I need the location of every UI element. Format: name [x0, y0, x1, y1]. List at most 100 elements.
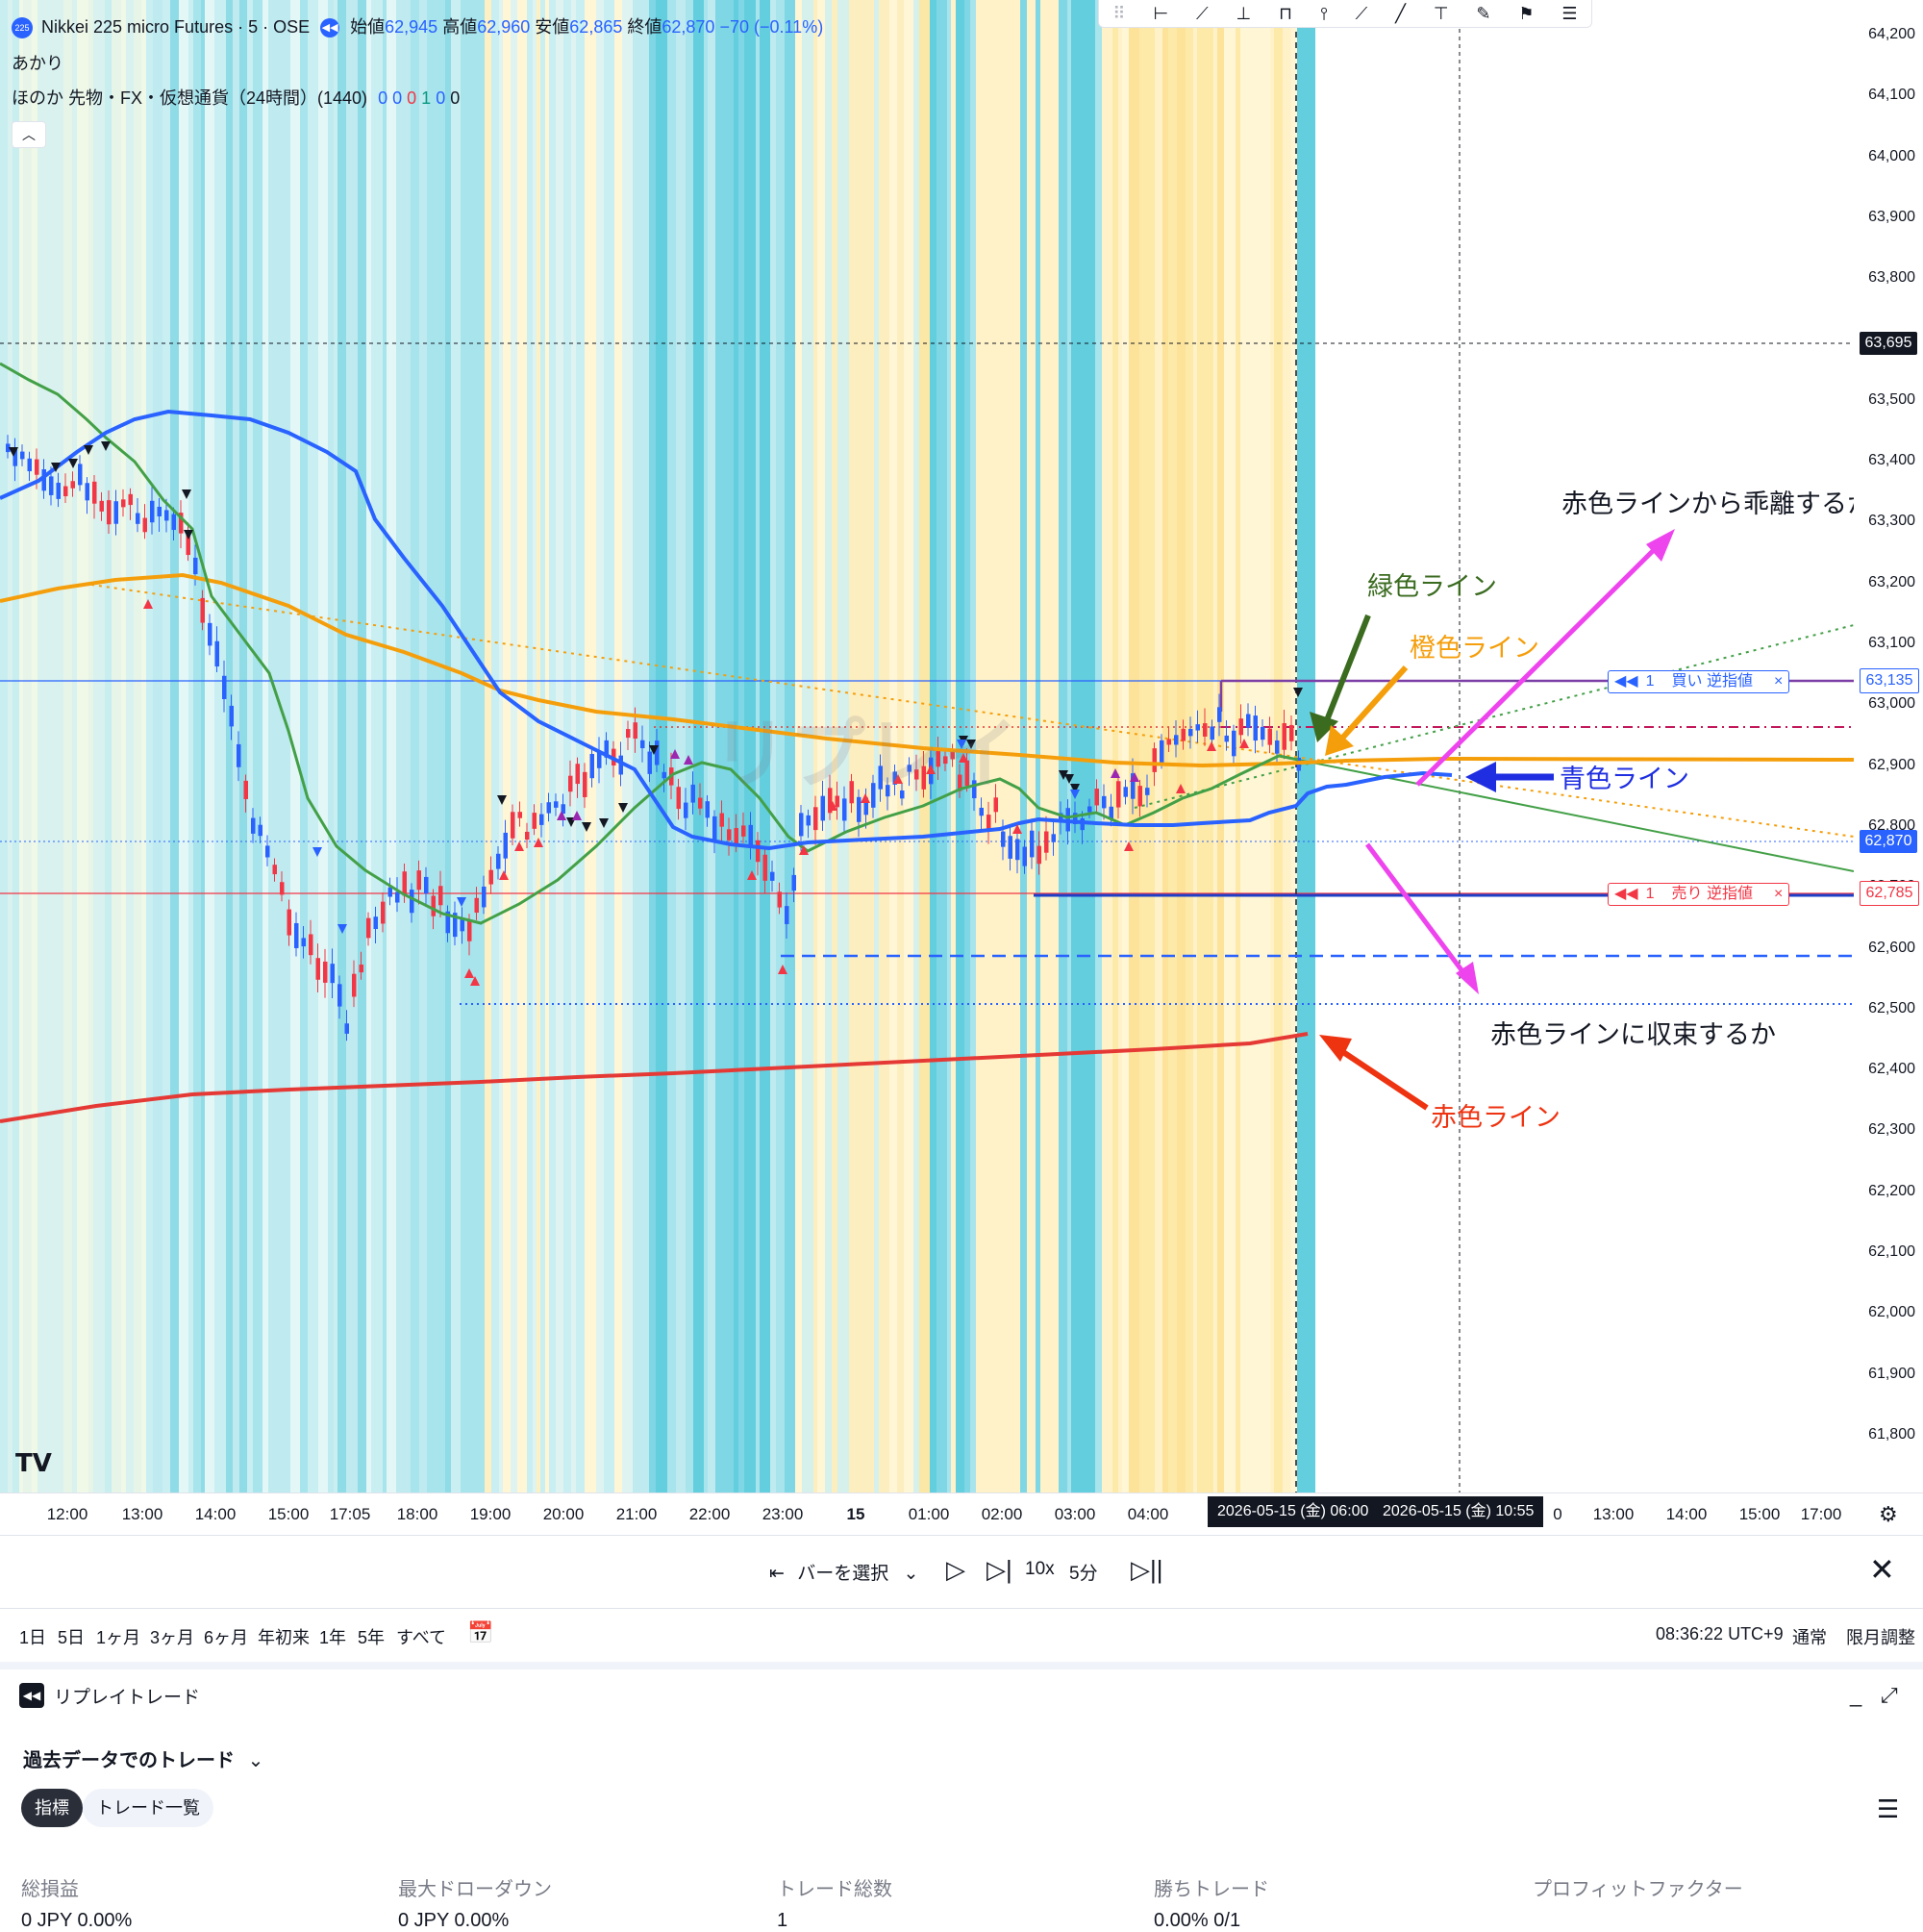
panel-tab[interactable]: ◀◀ リプレイトレード [8, 1673, 212, 1718]
heat-band [1009, 0, 1020, 1493]
indicator-akari[interactable]: あかり [12, 54, 63, 73]
candle-body [63, 486, 68, 497]
heat-band [837, 0, 841, 1493]
heat-band [88, 0, 93, 1493]
interval-button[interactable]: 5分 [1069, 1564, 1098, 1584]
menu-tool-icon[interactable]: ☰ [1561, 3, 1578, 23]
time-tick: 21:00 [615, 1505, 658, 1523]
step-forward-button[interactable]: ▷| [986, 1555, 1012, 1584]
heat-band [499, 0, 503, 1493]
columns-menu-icon[interactable]: ☰ [1877, 1794, 1900, 1823]
range-1y[interactable]: 1年 [319, 1628, 347, 1647]
range-ytd[interactable]: 年初来 [258, 1628, 310, 1647]
candle-body [337, 984, 342, 1007]
range-all[interactable]: すべて [396, 1628, 447, 1647]
buy-signal-marker [514, 841, 524, 851]
range-5y[interactable]: 5年 [358, 1628, 386, 1647]
tab-metrics[interactable]: 指標 [21, 1789, 83, 1827]
buy-signal-marker [926, 765, 936, 774]
collapse-legend-button[interactable]: ︿ [12, 121, 46, 148]
session-button[interactable]: 通常 [1792, 1628, 1827, 1647]
rewind-icon: ◀◀ [1614, 886, 1638, 902]
bracket-tool-icon[interactable]: ⊓ [1279, 3, 1293, 23]
stat-max-drawdown-value: 0 JPY 0.00% [398, 1910, 510, 1931]
candle-body [1160, 740, 1164, 764]
heat-band [970, 0, 976, 1493]
sell-stop-order[interactable]: ◀◀ 1 売り 逆指値 × [1608, 883, 1790, 906]
play-button[interactable]: ▷ [946, 1555, 965, 1584]
cancel-sell-order-button[interactable]: × [1773, 886, 1784, 902]
replay-rewind-icon[interactable]: ◀◀ [320, 18, 340, 38]
drag-handle-icon[interactable]: ⠿ [1112, 3, 1126, 23]
date-range-icon[interactable]: 📅 [467, 1620, 494, 1644]
sell-signal-marker [1070, 790, 1080, 799]
speed-button[interactable]: 10x [1025, 1559, 1055, 1579]
buy-signal-marker [893, 774, 903, 784]
axis-settings-icon[interactable]: ⚙ [1879, 1502, 1898, 1526]
heat-band [571, 0, 576, 1493]
buy-signal-marker [684, 755, 693, 765]
stat-winning-trades-value: 0.00% 0/1 [1154, 1910, 1241, 1931]
orange-arrow [1336, 665, 1409, 745]
range-5d[interactable]: 5日 [58, 1628, 86, 1647]
candle-body [835, 795, 839, 808]
buy-stop-order[interactable]: ◀◀ 1 買い 逆指値 × [1608, 670, 1790, 693]
heat-band [72, 0, 77, 1493]
maximize-panel-icon[interactable]: ⤢ [1881, 1683, 1898, 1707]
heat-band [371, 0, 383, 1493]
sell-signal-marker [966, 740, 976, 749]
heat-band [419, 0, 427, 1493]
anchor-tool-icon[interactable]: ⊥ [1236, 3, 1252, 23]
price-tick: 63,400 [1868, 452, 1915, 469]
line-tool-icon[interactable]: ╱ [1395, 3, 1406, 23]
candle-body [27, 458, 32, 472]
cancel-buy-order-button[interactable]: × [1773, 673, 1784, 690]
tab-trade-list[interactable]: トレード一覧 [83, 1789, 213, 1827]
time-axis[interactable]: 12:00 13:00 14:00 15:00 17:05 18:00 19:00 20:00… [0, 1493, 1923, 1536]
trend-tool-icon[interactable]: ⟋ [1196, 3, 1209, 23]
range-1m[interactable]: 1ヶ月 [96, 1628, 141, 1647]
annotation-red-line: 赤色ライン [1431, 1103, 1561, 1132]
select-bar-button[interactable]: ⇤ バーを選択 ⌄ [769, 1564, 919, 1584]
heat-band [563, 0, 571, 1493]
heat-band [214, 0, 226, 1493]
candle-body [958, 774, 962, 791]
indicator-honoka[interactable]: ほのか 先物・FX・仮想通貨（24時間）(1440) 0 0 0 1 0 0 [12, 88, 461, 108]
clock[interactable]: 08:36:22 UTC+9 [1656, 1624, 1784, 1643]
ray-tool-icon[interactable]: ⊢ [1153, 3, 1169, 23]
price-chart[interactable] [0, 0, 1854, 1493]
time-tick: 03:00 [1054, 1505, 1096, 1523]
heat-band [437, 0, 445, 1493]
chart-area[interactable]: リプレイ 225 Nikkei 225 micro Futures · 5 · … [0, 0, 1854, 1493]
heat-band [112, 0, 121, 1493]
range-1d[interactable]: 1日 [19, 1628, 47, 1647]
horizontal-tool-icon[interactable]: ⊤ [1433, 3, 1449, 23]
trade-mode-dropdown[interactable]: 過去データでのトレード ⌄ [23, 1750, 264, 1771]
pencil-tool-icon[interactable]: ✎ [1476, 3, 1491, 23]
path-tool-icon[interactable]: ⟋ [1355, 3, 1368, 23]
candle-body [150, 500, 155, 523]
range-6m[interactable]: 6ヶ月 [204, 1628, 249, 1647]
candle-body [272, 865, 277, 875]
minimize-panel-icon[interactable]: _ [1850, 1683, 1862, 1707]
blue-ma-line [0, 409, 1453, 851]
stat-winning-trades-label: 勝ちトレード [1154, 1879, 1269, 1900]
jump-to-realtime-button[interactable]: ▷|| [1131, 1555, 1163, 1584]
heat-band [126, 0, 134, 1493]
red-arrow [1333, 1043, 1429, 1111]
flag-tool-icon[interactable]: ⚑ [1518, 3, 1535, 23]
candle-body [589, 753, 594, 779]
price-axis[interactable]: 64,20064,10064,00063,90063,80063,60063,5… [1854, 0, 1923, 1493]
buy-signal-marker [1012, 824, 1022, 834]
candle-body [467, 920, 472, 941]
close-replay-button[interactable]: ✕ [1869, 1552, 1895, 1587]
pin-tool-icon[interactable]: ⫯ [1319, 3, 1328, 23]
candle-body [914, 769, 919, 780]
tradingview-logo[interactable]: 𝗧𝗩 [15, 1448, 52, 1477]
symbol-title[interactable]: Nikkei 225 micro Futures · 5 · OSE [41, 17, 311, 37]
adjust-button[interactable]: 限月調整 [1846, 1628, 1915, 1647]
candle-body [1195, 724, 1200, 731]
price-tick: 63,800 [1868, 269, 1915, 287]
candle-body [820, 795, 825, 821]
range-3m[interactable]: 3ヶ月 [150, 1628, 195, 1647]
